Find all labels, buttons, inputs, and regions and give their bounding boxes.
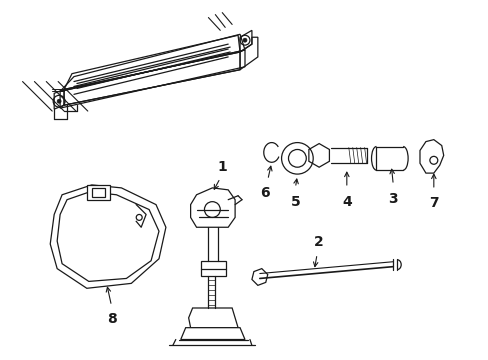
Text: 8: 8 (106, 312, 116, 326)
Text: 7: 7 (428, 196, 438, 210)
Text: 6: 6 (260, 186, 269, 200)
Polygon shape (190, 188, 235, 227)
Text: 4: 4 (341, 195, 351, 209)
Text: 1: 1 (217, 160, 226, 174)
Circle shape (57, 99, 61, 103)
Polygon shape (251, 269, 267, 285)
Text: 3: 3 (387, 192, 397, 206)
Polygon shape (87, 185, 109, 200)
Polygon shape (200, 261, 226, 276)
Polygon shape (188, 308, 238, 328)
Text: 5: 5 (290, 195, 300, 209)
Polygon shape (50, 185, 165, 288)
Polygon shape (181, 328, 244, 339)
Circle shape (243, 38, 246, 42)
Text: 2: 2 (314, 235, 324, 249)
